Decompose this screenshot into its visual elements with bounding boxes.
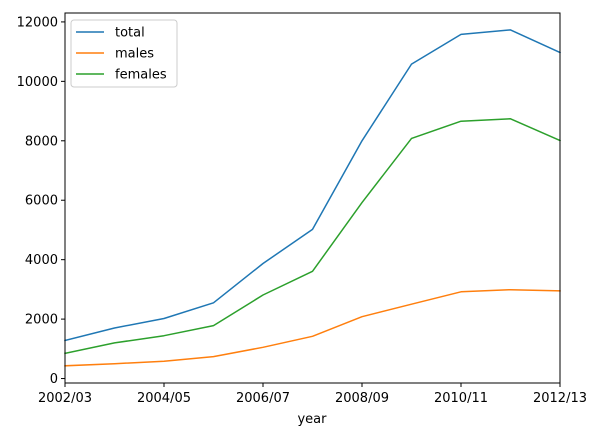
x-axis-title: year [297,412,327,427]
y-tick-label: 2000 [25,313,58,328]
series-line-total [64,29,561,342]
legend-label-females: females [115,68,167,83]
x-axis: 2002/03 2004/05 2006/07 2008/09 2010/11 2012/… [38,383,587,406]
x-tick-label: 2002/03 [38,391,92,406]
x-tick-label: 2010/11 [434,391,488,406]
plot-frame [64,12,561,384]
y-tick-label: 4000 [25,253,58,268]
y-tick-label: 0 [50,372,58,387]
legend-label-total: total [115,26,145,41]
y-tick-label: 6000 [25,194,58,209]
series-line-females [64,118,561,355]
y-tick-label: 12000 [17,15,58,30]
series-layer [64,29,561,367]
x-tick-label: 2008/09 [335,391,389,406]
y-axis: 0 2000 4000 6000 8000 10000 12000 [17,15,65,387]
legend: total males females [70,19,178,88]
y-tick-label: 8000 [25,134,58,149]
legend-label-males: males [115,47,154,62]
x-tick-label: 2006/07 [236,391,290,406]
x-tick-label: 2004/05 [137,391,191,406]
x-tick-label: 2012/13 [533,391,587,406]
y-tick-label: 10000 [17,75,58,90]
series-line-males [64,288,561,367]
legend-box [70,19,178,88]
